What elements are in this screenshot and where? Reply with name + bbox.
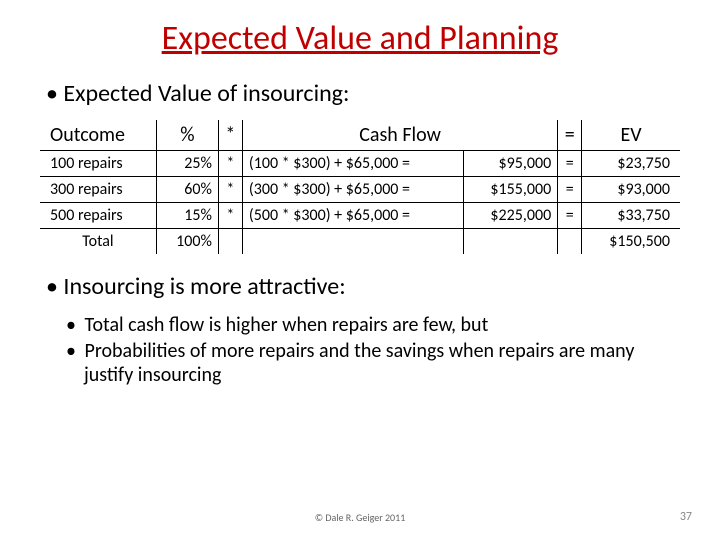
col-star: * [218, 120, 242, 151]
table-header-row: Outcome % * Cash Flow = EV [40, 120, 680, 151]
ev-table: Outcome % * Cash Flow = EV 100 repairs 2… [40, 120, 680, 254]
cell-total-label: Total [40, 229, 156, 255]
cell-star: * [218, 203, 242, 229]
cell-ev: $33,750 [582, 203, 680, 229]
sub-bullet-2: Probabilities of more repairs and the sa… [84, 339, 680, 387]
footer-page-number: 37 [680, 510, 692, 524]
cell-eq: = [558, 151, 582, 177]
cell-eq: = [558, 177, 582, 203]
cell-empty [242, 229, 463, 255]
sub-bullets: Total cash flow is higher when repairs a… [84, 313, 680, 387]
cell-pct: 25% [156, 151, 218, 177]
slide-title: Expected Value and Planning [40, 18, 680, 59]
cell-star: * [218, 177, 242, 203]
cell-outcome: 100 repairs [40, 151, 156, 177]
footer-copyright: © Dale R. Geiger 2011 [0, 511, 720, 524]
bullet-insourcing: Insourcing is more attractive: [46, 272, 680, 301]
col-outcome: Outcome [40, 120, 156, 151]
cell-formula: (100 * $300) + $65,000 = [242, 151, 463, 177]
cell-star: * [218, 151, 242, 177]
cell-eq: = [558, 203, 582, 229]
cell-outcome: 500 repairs [40, 203, 156, 229]
cell-formula: (300 * $300) + $65,000 = [242, 177, 463, 203]
cell-outcome: 300 repairs [40, 177, 156, 203]
cell-pct: 60% [156, 177, 218, 203]
table-row: 500 repairs 15% * (500 * $300) + $65,000… [40, 203, 680, 229]
cell-total-pct: 100% [156, 229, 218, 255]
table-row: 300 repairs 60% * (300 * $300) + $65,000… [40, 177, 680, 203]
sub-bullet-1: Total cash flow is higher when repairs a… [84, 313, 680, 337]
cell-result: $225,000 [464, 203, 558, 229]
cell-empty [218, 229, 242, 255]
cell-ev: $93,000 [582, 177, 680, 203]
col-percent: % [156, 120, 218, 151]
col-cashflow: Cash Flow [242, 120, 557, 151]
cell-empty [558, 229, 582, 255]
cell-empty [464, 229, 558, 255]
col-ev: EV [582, 120, 680, 151]
cell-total-ev: $150,500 [582, 229, 680, 255]
bullet-expected-value: Expected Value of insourcing: [46, 79, 680, 108]
cell-result: $95,000 [464, 151, 558, 177]
table-row: 100 repairs 25% * (100 * $300) + $65,000… [40, 151, 680, 177]
col-equals: = [558, 120, 582, 151]
table-total-row: Total 100% $150,500 [40, 229, 680, 255]
cell-result: $155,000 [464, 177, 558, 203]
cell-formula: (500 * $300) + $65,000 = [242, 203, 463, 229]
cell-ev: $23,750 [582, 151, 680, 177]
cell-pct: 15% [156, 203, 218, 229]
